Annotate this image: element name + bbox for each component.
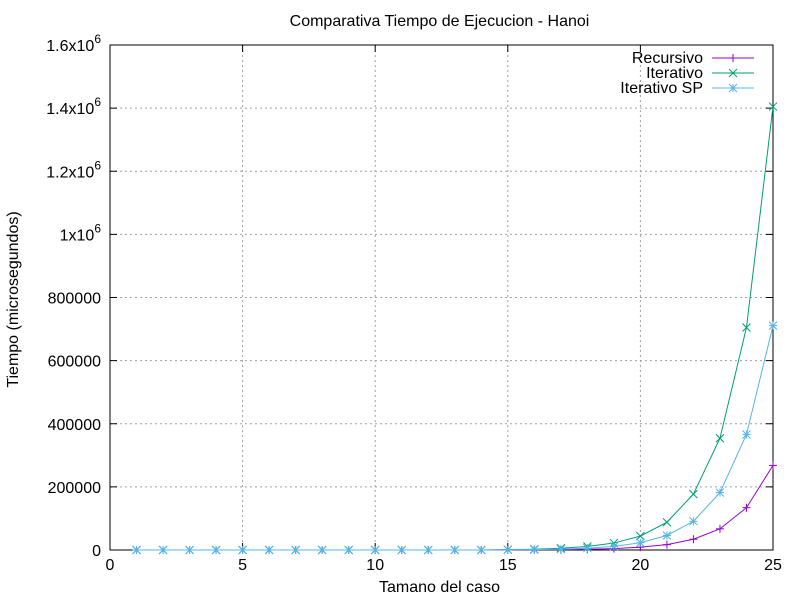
y-tick-label: 400000 [48,417,101,434]
y-tick-label: 800000 [48,291,101,308]
series-iterativo [132,102,778,555]
grid-lines [110,45,773,550]
data-point [583,543,592,553]
data-point [609,542,619,551]
data-point [529,545,539,554]
data-point [715,488,725,497]
y-tick-label: 1.4x106 [46,95,101,118]
legend-marker [728,83,738,93]
data-point [185,545,194,555]
x-tick-label: 25 [764,557,782,574]
legend-item: Iterativo [646,65,754,82]
legend-label: Iterativo [646,65,703,82]
data-point [715,433,725,443]
legend-label: Iterativo SP [620,80,703,97]
data-point [636,538,645,548]
data-point [317,545,327,555]
data-point [742,430,751,439]
data-point [423,545,433,555]
x-axis-label: Tamano del caso [379,579,500,596]
data-point [450,545,460,555]
legend-item: Iterativo SP [620,80,754,97]
legend-item: Recursivo [632,50,754,67]
data-point [662,540,671,549]
data-point [132,545,141,555]
data-point [769,461,777,470]
data-point [768,102,778,111]
data-point [344,545,354,555]
y-tick-label: 200000 [48,480,101,497]
x-tick-label: 15 [499,557,517,574]
data-point [689,535,698,544]
data-point [742,503,751,512]
data-point [397,545,407,555]
y-axis-label: Tiempo (microsegundos) [5,211,22,387]
data-point [476,545,486,555]
data-point [689,516,698,526]
series-line [136,325,774,551]
data-point [264,545,274,555]
chart-title: Comparativa Tiempo de Ejecucion - Hanoi [290,13,590,30]
y-tick-label: 600000 [48,354,101,371]
x-tick-label: 5 [238,557,247,574]
y-axis-ticks: 0 200000 400000 600000 800000 1x106 1.2x106 1.4… [46,32,773,560]
data-point [662,531,672,540]
data-point [556,544,566,554]
data-point [689,489,698,499]
y-tick-label: 1.6x106 [46,32,101,55]
series-line [136,106,774,551]
legend-marker [729,54,737,62]
legend-label: Recursivo [632,50,703,67]
series-line [136,465,774,551]
x-axis-ticks: 0 5 10 15 20 25 [106,45,782,574]
data-point [636,531,645,541]
data-point [715,524,724,533]
y-tick-label: 1.2x106 [46,158,101,181]
data-point [211,545,221,555]
data-point [662,517,672,527]
data-point [503,545,513,555]
data-point [370,545,380,555]
x-tick-label: 10 [366,557,384,574]
data-point [742,323,751,332]
y-tick-label: 0 [92,543,101,560]
y-tick-label: 1x106 [60,221,102,244]
data-point [291,545,300,555]
x-tick-label: 0 [106,557,115,574]
data-point [238,545,247,555]
data-point [768,321,778,330]
x-tick-label: 20 [632,557,650,574]
legend-marker [728,68,738,78]
series-iterativo-sp [132,321,778,555]
data-point [158,545,168,555]
